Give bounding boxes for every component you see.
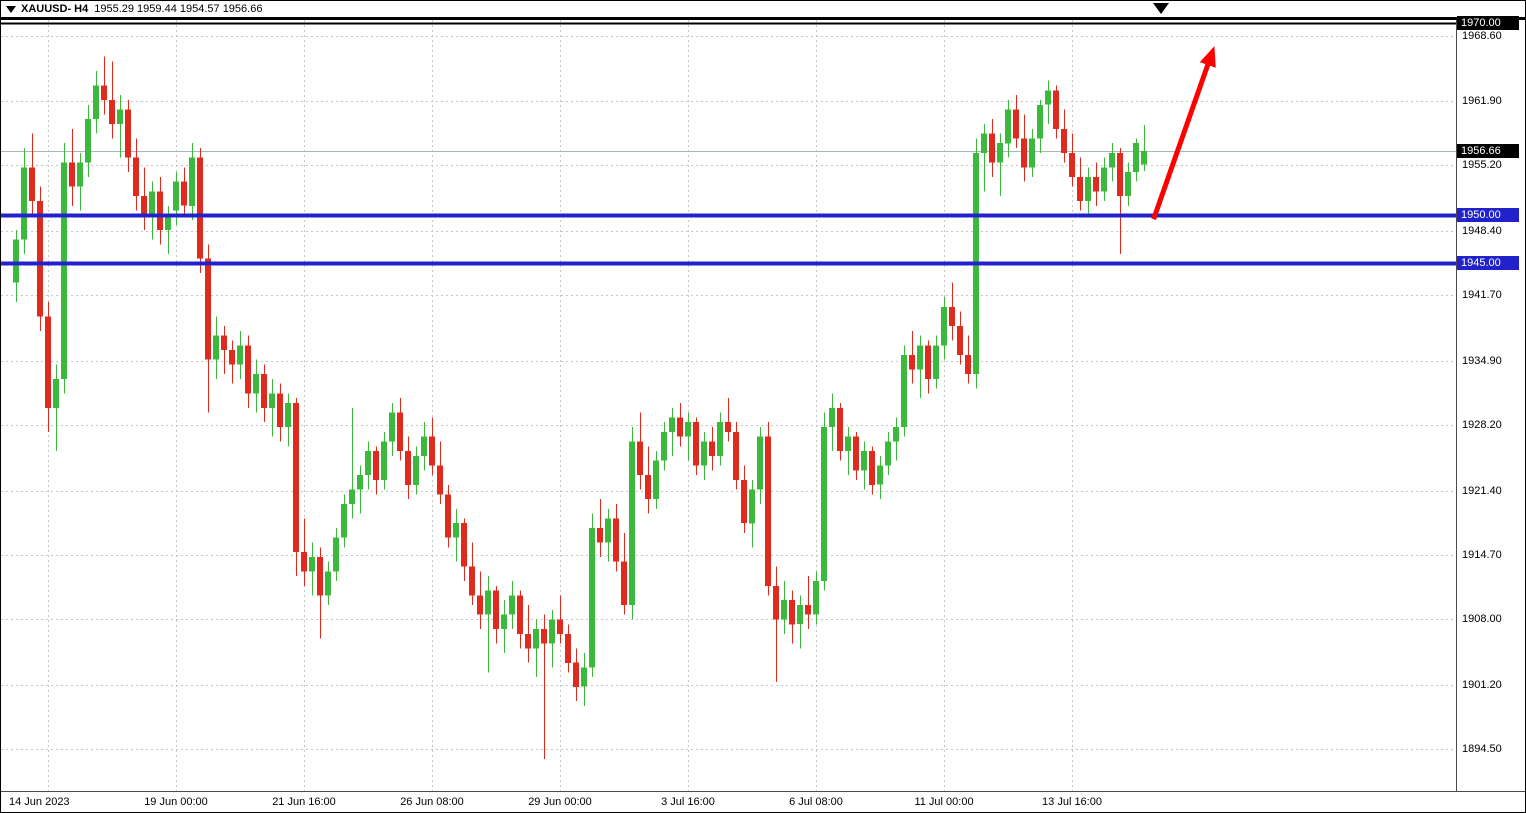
chart-titlebar: XAUUSD- H4 1955.29 1959.44 1954.57 1956.… — [1, 1, 1525, 20]
price-tick-label: 1921.40 — [1462, 485, 1502, 497]
triangle-marker-icon[interactable] — [1153, 3, 1169, 14]
price-tick-label: 1968.60 — [1462, 30, 1502, 42]
price-tick-label: 1955.20 — [1462, 159, 1502, 171]
time-label: 21 Jun 16:00 — [272, 796, 336, 808]
time-axis[interactable]: 14 Jun 2023 19 Jun 00:00 21 Jun 16:00 26 Ju… — [1, 791, 1525, 812]
price-tick-label: 1961.90 — [1462, 95, 1502, 107]
time-label: 26 Jun 08:00 — [400, 796, 464, 808]
symbol-menu-icon[interactable] — [6, 6, 16, 13]
time-label: 19 Jun 00:00 — [144, 796, 208, 808]
time-label: 13 Jul 16:00 — [1042, 796, 1102, 808]
price-tick-label: 1934.90 — [1462, 355, 1502, 367]
chart-title-ohlc: 1955.29 1959.44 1954.57 1956.66 — [94, 3, 263, 15]
price-tick-label: 1948.40 — [1462, 225, 1502, 237]
price-axis[interactable]: 1968.60 1961.90 1955.20 1948.40 1941.70 1934.… — [1456, 16, 1525, 791]
time-label: 14 Jun 2023 — [9, 796, 70, 808]
price-tick-label: 1901.20 — [1462, 679, 1502, 691]
price-level-label: 1970.00 — [1457, 16, 1519, 30]
chart-canvas[interactable] — [1, 20, 1456, 791]
time-label: 6 Jul 08:00 — [789, 796, 843, 808]
candles — [13, 56, 1147, 759]
price-level-label: 1950.00 — [1457, 208, 1519, 222]
price-level-label: 1956.66 — [1457, 144, 1519, 158]
trend-arrow[interactable] — [1151, 46, 1216, 221]
price-tick-label: 1914.70 — [1462, 549, 1502, 561]
time-label: 29 Jun 00:00 — [528, 796, 592, 808]
time-label: 11 Jul 00:00 — [914, 796, 974, 808]
price-level-label: 1945.00 — [1457, 256, 1519, 270]
price-tick-label: 1908.00 — [1462, 613, 1502, 625]
chart-title-symbol: XAUUSD- H4 — [21, 3, 89, 15]
time-label: 3 Jul 16:00 — [661, 796, 715, 808]
price-tick-label: 1941.70 — [1462, 289, 1502, 301]
price-tick-label: 1894.50 — [1462, 743, 1502, 755]
price-tick-label: 1928.20 — [1462, 419, 1502, 431]
